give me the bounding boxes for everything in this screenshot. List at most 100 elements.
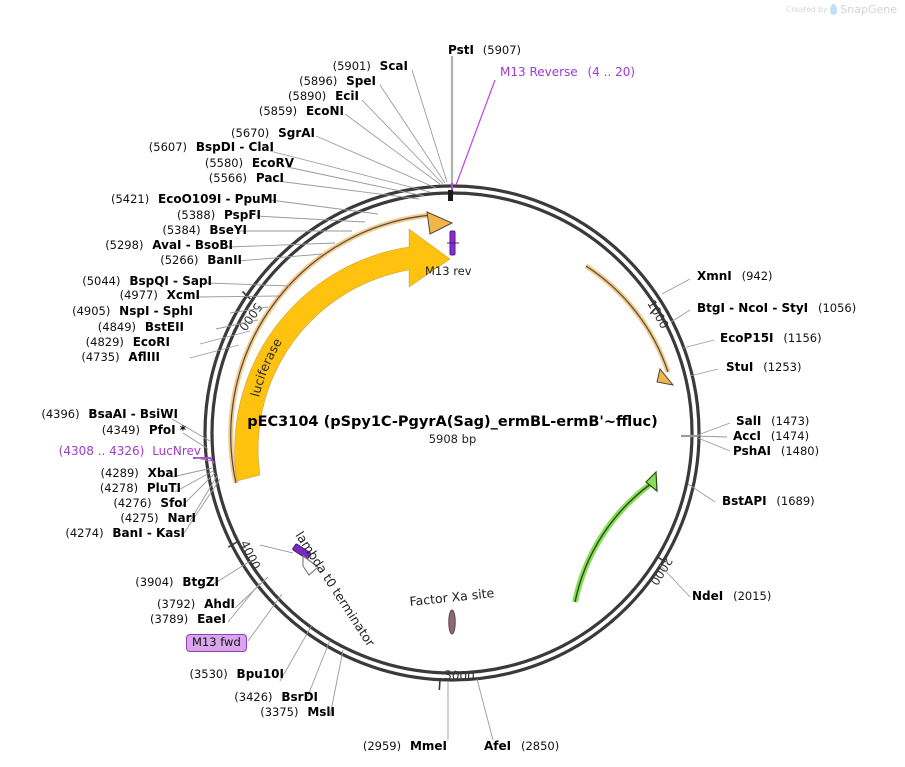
site-pos-xcmI: (4977)	[119, 288, 158, 302]
site-name-bstAPI: BstAPI	[722, 494, 767, 508]
site-label-aflIII[interactable]: (4735) AflIII	[81, 351, 160, 364]
site-label-salI[interactable]: SalI (1473)	[736, 415, 809, 428]
site-pos-bstAPI: (1689)	[776, 494, 815, 508]
site-label-bstEII[interactable]: (4849) BstEII	[98, 321, 184, 334]
primer-m13-reverse-glyph[interactable]	[448, 183, 453, 201]
site-label-afeI[interactable]: AfeI (2850)	[484, 740, 559, 753]
site-name-bseYI: BseYI	[209, 223, 247, 237]
site-label-pfoI[interactable]: (4349) PfoI *	[102, 424, 186, 437]
site-pos-sfoI: (4276)	[113, 496, 152, 510]
site-label-ecoNI[interactable]: (5859) EcoNI	[259, 105, 344, 118]
site-label-bpu10I[interactable]: (3530) Bpu10I	[189, 668, 284, 681]
site-pos-salI: (1473)	[771, 414, 810, 428]
site-pos-nspI: (4905)	[72, 304, 111, 318]
site-label-ahdI[interactable]: (3792) AhdI	[157, 598, 235, 611]
site-label-bspQI-sapI[interactable]: (5044) BspQI - SapI	[82, 275, 212, 288]
site-label-avaI-bsoBI[interactable]: (5298) AvaI - BsoBI	[105, 239, 233, 252]
site-label-pluTI[interactable]: (4278) PluTI	[100, 482, 181, 495]
site-label-narI[interactable]: (4275) NarI	[120, 512, 196, 525]
site-label-ecoRI[interactable]: (4829) EcoRI	[86, 336, 170, 349]
site-label-sfoI[interactable]: (4276) SfoI	[113, 497, 187, 510]
site-label-mslI[interactable]: (3375) MslI	[260, 706, 335, 719]
site-name-xmnI: XmnI	[697, 269, 732, 283]
site-label-mmeI[interactable]: (2959) MmeI	[363, 740, 447, 753]
site-label-xcmI[interactable]: (4977) XcmI	[120, 289, 200, 302]
primer-lucnrev-glyph[interactable]	[193, 457, 215, 464]
site-name-pacI: PacI	[255, 171, 284, 185]
site-label-ndeI[interactable]: NdeI (2015)	[692, 590, 771, 603]
site-label-ecoRV[interactable]: (5580) EcoRV	[205, 157, 294, 170]
site-label-pacI[interactable]: (5566) PacI	[209, 172, 284, 185]
primer-name-lucnrev: LucNrev	[152, 444, 201, 458]
watermark-created-by: Created by	[786, 5, 828, 14]
site-name-ecoP15I: EcoP15I	[720, 331, 774, 345]
site-label-bstAPI[interactable]: BstAPI (1689)	[722, 495, 815, 508]
site-name-bstEII: BstEII	[144, 320, 184, 334]
site-label-bseYI[interactable]: (5384) BseYI	[162, 224, 247, 237]
plasmid-size: 5908 bp	[428, 432, 477, 446]
site-label-eciI[interactable]: (5890) EciI	[288, 90, 359, 103]
site-name-scaI: ScaI	[379, 59, 408, 73]
site-name-accI: AccI	[733, 429, 761, 443]
site-name-ecoRV: EcoRV	[251, 156, 294, 170]
site-label-sgrAI[interactable]: (5670) SgrAI	[231, 127, 315, 140]
site-label-bsaAI-bsiWI[interactable]: (4396) BsaAI - BsiWI	[41, 408, 178, 421]
plasmid-title: pEC3104 (pSpy1C-PgyrA(Sag)_ermBL-ermB'~f…	[247, 414, 658, 430]
site-label-pshAI[interactable]: PshAI (1480)	[733, 445, 819, 458]
site-label-stuI[interactable]: StuI (1253)	[726, 361, 801, 374]
site-name-ecoRI: EcoRI	[132, 335, 170, 349]
primer-m13-rev-glyph[interactable]	[447, 230, 459, 256]
site-pos-banI: (4274)	[65, 526, 104, 540]
site-label-bsrDI[interactable]: (3426) BsrDI	[234, 691, 318, 704]
site-name-bspDI: BspDI - ClaI	[195, 140, 274, 154]
site-pos-ecoO109I: (5421)	[110, 192, 150, 206]
site-name-nspI: NspI - SphI	[119, 304, 193, 318]
site-pos-pshAI: (1480)	[780, 444, 820, 458]
site-name-narI: NarI	[167, 511, 196, 525]
site-name-speI: SpeI	[346, 74, 376, 88]
site-label-pstI[interactable]: PstI (5907)	[448, 44, 521, 57]
site-label-banI-kasI[interactable]: (4274) BanI - KasI	[65, 527, 185, 540]
site-label-xmnI[interactable]: XmnI (942)	[697, 270, 773, 283]
site-label-accI[interactable]: AccI (1474)	[733, 430, 809, 443]
site-name-salI: SalI	[736, 414, 762, 428]
site-pos-sgrAI: (5670)	[231, 126, 270, 140]
site-name-btgI: BtgI - NcoI - StyI	[697, 301, 809, 315]
site-pos-ecoNI: (5859)	[258, 104, 298, 118]
primer-badge-m13-fwd[interactable]: M13 fwd	[186, 634, 247, 652]
primer-label-m13-reverse[interactable]: M13 Reverse (4 .. 20)	[500, 66, 635, 78]
primer-label-lucnrev[interactable]: (4308 .. 4326) LucNrev	[59, 445, 201, 457]
site-name-ecoO109I: EcoO109I - PpuMI	[158, 192, 277, 206]
site-label-eaeI[interactable]: (3789) EaeI	[150, 613, 226, 626]
site-label-nspI-sphI[interactable]: (4905) NspI - SphI	[72, 305, 193, 318]
site-pos-ahdI: (3792)	[157, 597, 196, 611]
site-label-banII[interactable]: (5266) BanII	[160, 254, 242, 267]
site-label-ecoO109I-ppuMI[interactable]: (5421) EcoO109I - PpuMI	[111, 193, 277, 206]
site-pos-eciI: (5890)	[288, 89, 327, 103]
feature-lambda-t0-terminator[interactable]	[259, 543, 319, 576]
site-label-scaI[interactable]: (5901) ScaI	[333, 60, 408, 73]
site-name-banII: BanII	[207, 253, 242, 267]
site-pos-xmnI: (942)	[741, 269, 773, 283]
site-name-eaeI: EaeI	[197, 612, 226, 626]
site-label-ecoP15I[interactable]: EcoP15I (1156)	[720, 332, 822, 345]
site-pos-pacI: (5566)	[208, 171, 248, 185]
site-label-pspFI[interactable]: (5388) PspFI	[177, 209, 261, 222]
site-label-bspDI-claI[interactable]: (5607) BspDI - ClaI	[149, 141, 274, 154]
site-label-btgI-ncoI-styI[interactable]: BtgI - NcoI - StyI (1056)	[697, 302, 856, 315]
primer-range-lucnrev: (4308 .. 4326)	[58, 444, 145, 458]
site-pos-narI: (4275)	[120, 511, 159, 525]
site-name-pshAI: PshAI	[733, 444, 772, 458]
site-pos-bstEII: (4849)	[97, 320, 137, 334]
site-label-btgZI[interactable]: (3904) BtgZI	[135, 576, 219, 589]
watermark-brand: SnapGene	[840, 3, 897, 16]
site-label-speI[interactable]: (5896) SpeI	[299, 75, 376, 88]
leader-lines-right	[659, 278, 731, 598]
site-label-xbaI[interactable]: (4289) XbaI	[101, 467, 178, 480]
feature-factor-xa-site[interactable]	[448, 609, 456, 635]
site-pos-xbaI: (4289)	[100, 466, 139, 480]
leader-lines-upper-left	[189, 199, 379, 359]
feature-label-factor-xa: Factor Xa site	[409, 585, 495, 609]
site-pos-mslI: (3375)	[260, 705, 299, 719]
